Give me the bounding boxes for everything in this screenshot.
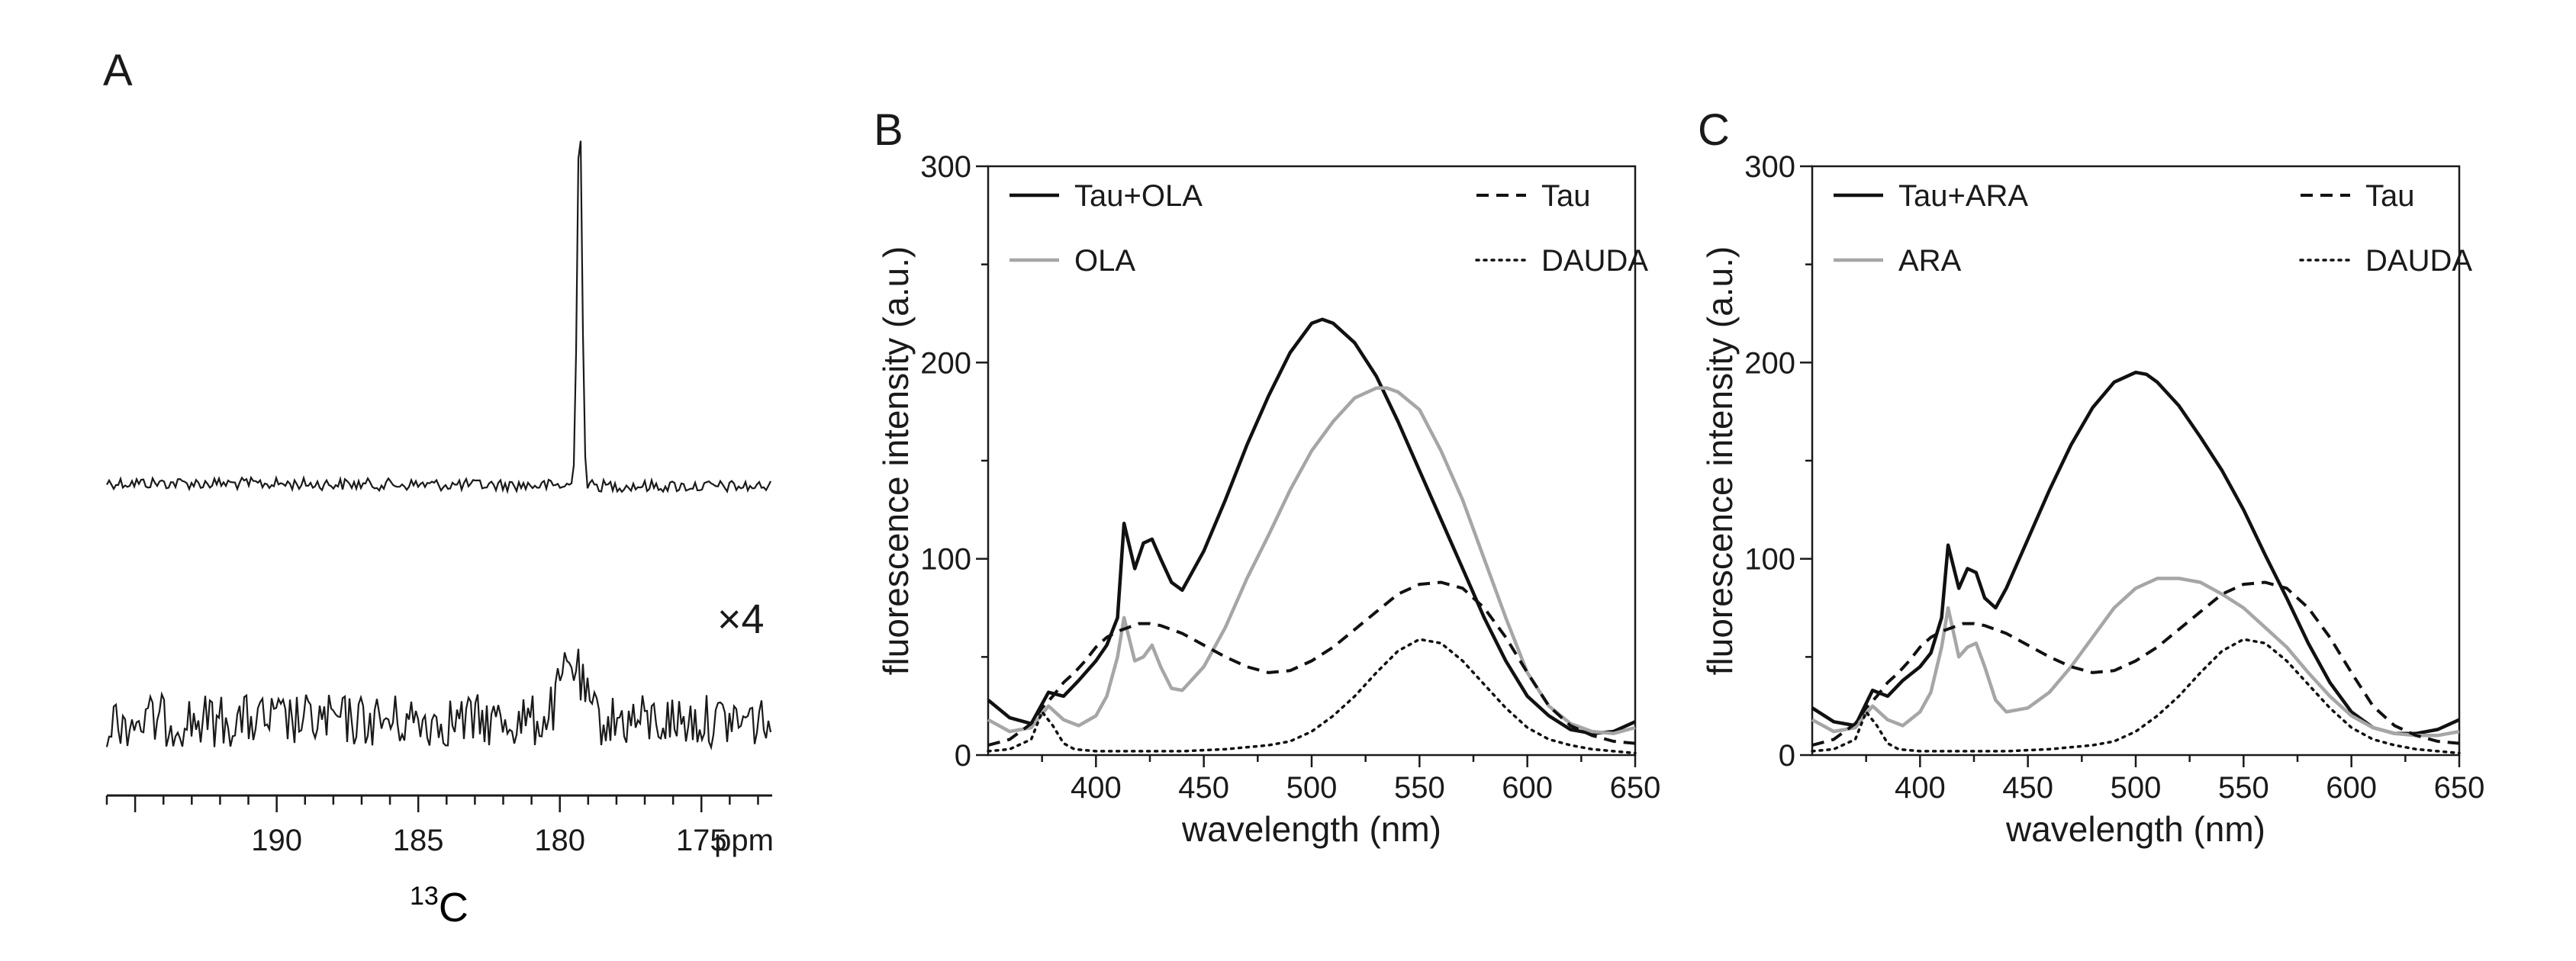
legend-label: Tau+OLA (1074, 179, 1203, 213)
y-axis-title: fluorescence intensity (a.u.) (1700, 246, 1740, 676)
y-tick-label: 200 (1744, 346, 1795, 380)
y-tick-label: 0 (1779, 739, 1795, 773)
nucleus-superscript: 13 (410, 882, 439, 911)
y-tick-label: 100 (1744, 543, 1795, 577)
panel-a-spectra (105, 140, 772, 750)
panel-a-ppm-axis: 190 185 180 175 (105, 794, 772, 857)
x-axis-title: wavelength (nm) (1181, 809, 1441, 849)
legend-label: OLA (1074, 244, 1135, 278)
panel-b: B 0 100 200 300 400 450 500 550 600 650 wavelength … (874, 105, 1660, 849)
x-tick-label: 550 (2218, 771, 2269, 805)
series-dauda (987, 638, 1637, 755)
panel-c: C 0 100 200 300 400 450 500 550 600 650 wavelength … (1698, 105, 2484, 849)
legend-label: DAUDA (2365, 244, 2472, 278)
x-tick-label: 400 (1895, 771, 1946, 805)
panel-b-letter: B (874, 105, 903, 155)
y-tick-label: 0 (955, 739, 971, 773)
legend-label: Tau (1541, 179, 1591, 213)
x-tick-label: 600 (1502, 771, 1553, 805)
y-tick-label: 300 (1744, 150, 1795, 184)
legend-label: Tau (2365, 179, 2415, 213)
x-tick-label: 400 (1071, 771, 1122, 805)
legend-label: DAUDA (1541, 244, 1648, 278)
series-ola (987, 386, 1636, 735)
x-tick-label: 650 (1610, 771, 1661, 805)
series-tau-ara (1811, 370, 2460, 735)
ppm-tick-label: 180 (534, 824, 585, 857)
series-ara (1811, 577, 2460, 738)
x-tick-label: 450 (2002, 771, 2053, 805)
legend-label: Tau+ARA (1898, 179, 2028, 213)
spectrum-lower (105, 648, 772, 750)
nucleus-symbol: C (439, 885, 469, 930)
panel-a: A ×4 190 185 180 175 ppm 13C (103, 46, 774, 930)
nucleus-label: 13C (410, 882, 469, 930)
scale-factor-label: ×4 (717, 596, 765, 642)
y-tick-label: 300 (920, 150, 971, 184)
spectrum-upper (106, 140, 771, 495)
x-axis-title: wavelength (nm) (2005, 809, 2265, 849)
legend-label: ARA (1898, 244, 1962, 278)
x-tick-label: 550 (1394, 771, 1445, 805)
y-tick-label: 200 (920, 346, 971, 380)
x-tick-label: 650 (2434, 771, 2485, 805)
y-tick-label: 100 (920, 543, 971, 577)
series-tau-ola (987, 317, 1636, 735)
panel-a-letter: A (103, 46, 133, 95)
ppm-tick-label: 190 (251, 824, 302, 857)
panel-c-letter: C (1698, 105, 1730, 155)
x-tick-label: 450 (1178, 771, 1229, 805)
x-tick-label: 500 (2111, 771, 2162, 805)
ppm-unit-label: ppm (714, 824, 774, 857)
series-dauda (1811, 638, 2461, 755)
y-axis-title: fluorescence intensity (a.u.) (876, 246, 916, 676)
ppm-tick-label: 185 (393, 824, 444, 857)
x-tick-label: 500 (1286, 771, 1338, 805)
ppm-tick-label: 175 (676, 824, 727, 857)
x-tick-label: 600 (2326, 771, 2377, 805)
